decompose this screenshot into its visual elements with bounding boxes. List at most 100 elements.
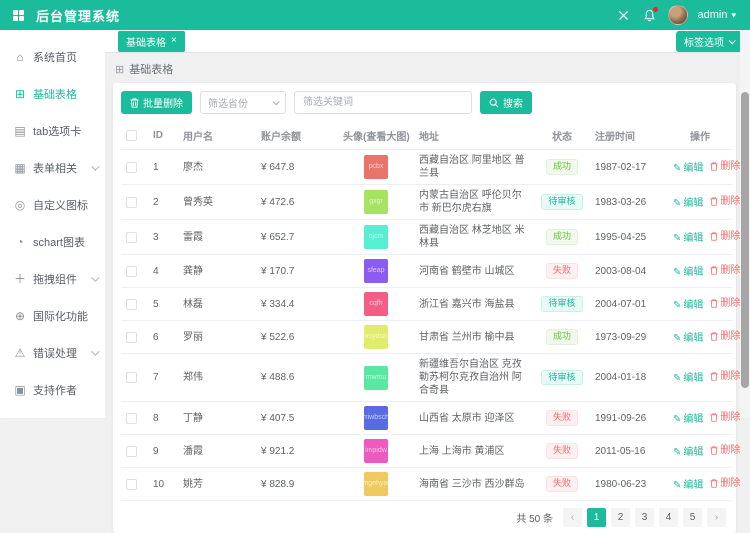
user-avatar[interactable] bbox=[668, 5, 688, 25]
delete-button[interactable]: 删除 bbox=[710, 444, 740, 457]
main-area: 基础表格 × 标签选项 ⊞ 基础表格 批量删除 筛选省份 搜索 bbox=[105, 30, 750, 418]
pencil-icon: ✎ bbox=[673, 372, 681, 385]
row-checkbox[interactable] bbox=[126, 162, 137, 173]
cell-id: 2 bbox=[148, 185, 178, 220]
sidebar-item-error[interactable]: ⚠ 错误处理 bbox=[0, 334, 105, 371]
pencil-icon: ✎ bbox=[673, 162, 681, 175]
cell-balance: ¥ 647.8 bbox=[256, 150, 338, 185]
scrollbar[interactable] bbox=[740, 30, 750, 418]
fullscreen-icon[interactable] bbox=[616, 7, 632, 23]
page-button-2[interactable]: 2 bbox=[611, 508, 630, 527]
user-menu[interactable]: admin ▾ bbox=[698, 9, 737, 21]
row-checkbox[interactable] bbox=[126, 372, 137, 383]
sidebar-item-tabs[interactable]: ▤ tab选项卡 bbox=[0, 112, 105, 149]
delete-button[interactable]: 删除 bbox=[710, 195, 740, 208]
notification-dot bbox=[653, 7, 658, 12]
sidebar-item-drag[interactable]: ＋ 拖拽组件 bbox=[0, 260, 105, 297]
sidebar-item-i18n[interactable]: ⊕ 国际化功能 bbox=[0, 297, 105, 334]
pencil-icon: ✎ bbox=[673, 266, 681, 279]
edit-button[interactable]: ✎编辑 bbox=[673, 372, 703, 385]
keyword-input[interactable] bbox=[294, 91, 472, 114]
sidebar-item-label: 表单相关 bbox=[33, 160, 91, 176]
page-button-1[interactable]: 1 bbox=[587, 508, 606, 527]
sidebar-item-basic-table[interactable]: ⊞ 基础表格 bbox=[0, 75, 105, 112]
sidebar: ⌂ 系统首页 ⊞ 基础表格 ▤ tab选项卡 ▦ 表单相关 ◎ 自定义图标 ◔ … bbox=[0, 30, 105, 418]
cell-address: 浙江省 嘉兴市 海盐县 bbox=[414, 288, 534, 321]
tag-options-button[interactable]: 标签选项 bbox=[676, 31, 742, 52]
sidebar-item-schart[interactable]: ◔ schart图表 bbox=[0, 223, 105, 260]
page-button-3[interactable]: 3 bbox=[635, 508, 654, 527]
sidebar-item-donate[interactable]: ▣ 支持作者 bbox=[0, 371, 105, 408]
edit-button[interactable]: ✎编辑 bbox=[673, 332, 703, 345]
avatar-thumbnail[interactable]: cqfh bbox=[364, 292, 388, 316]
pagination-total: 共 50 条 bbox=[516, 510, 553, 525]
avatar-thumbnail[interactable]: pcbx bbox=[364, 155, 388, 179]
avatar-thumbnail[interactable]: gxgr bbox=[364, 190, 388, 214]
cell-balance: ¥ 488.6 bbox=[256, 354, 338, 402]
cell-register-date: 1983-03-26 bbox=[590, 185, 668, 220]
row-checkbox[interactable] bbox=[126, 299, 137, 310]
delete-button[interactable]: 删除 bbox=[710, 411, 740, 424]
delete-button[interactable]: 删除 bbox=[710, 264, 740, 277]
avatar-thumbnail[interactable]: mgehyar bbox=[364, 472, 388, 496]
scrollbar-thumb[interactable] bbox=[741, 92, 749, 388]
row-checkbox[interactable] bbox=[126, 197, 137, 208]
row-checkbox[interactable] bbox=[126, 232, 137, 243]
avatar-thumbnail[interactable]: mwmu bbox=[364, 366, 388, 390]
sidebar-item-custom-icon[interactable]: ◎ 自定义图标 bbox=[0, 186, 105, 223]
edit-button[interactable]: ✎编辑 bbox=[673, 266, 703, 279]
avatar-thumbnail[interactable]: sfeap bbox=[364, 259, 388, 283]
province-select[interactable]: 筛选省份 bbox=[200, 91, 286, 114]
delete-button[interactable]: 删除 bbox=[710, 230, 740, 243]
row-checkbox[interactable] bbox=[126, 266, 137, 277]
delete-button[interactable]: 删除 bbox=[710, 297, 740, 310]
row-checkbox[interactable] bbox=[126, 413, 137, 424]
edit-button[interactable]: ✎编辑 bbox=[673, 232, 703, 245]
page-button-4[interactable]: 4 bbox=[659, 508, 678, 527]
tabs-icon: ▤ bbox=[13, 124, 27, 138]
batch-delete-button[interactable]: 批量删除 bbox=[121, 91, 192, 114]
prev-page-button[interactable]: ‹ bbox=[563, 508, 582, 527]
page-button-5[interactable]: 5 bbox=[683, 508, 702, 527]
tab-basic-table[interactable]: 基础表格 × bbox=[118, 31, 185, 52]
sidebar-item-form[interactable]: ▦ 表单相关 bbox=[0, 149, 105, 186]
table-row: 7 郑伟 ¥ 488.6 mwmu 新疆维吾尔自治区 克孜勒苏柯尔克孜自治州 阿… bbox=[121, 354, 732, 402]
table-row: 1 廖杰 ¥ 647.8 pcbx 西藏自治区 阿里地区 普兰县 成功 1987… bbox=[121, 150, 732, 185]
menu-grid-icon[interactable] bbox=[13, 10, 24, 21]
avatar-thumbnail[interactable]: njcm bbox=[364, 225, 388, 249]
delete-button[interactable]: 删除 bbox=[710, 330, 740, 343]
avatar-thumbnail[interactable]: xsydsn bbox=[364, 325, 388, 349]
row-checkbox[interactable] bbox=[126, 479, 137, 490]
trash-icon bbox=[130, 98, 139, 108]
i18n-icon: ⊕ bbox=[13, 309, 27, 323]
edit-button[interactable]: ✎编辑 bbox=[673, 479, 703, 492]
delete-button[interactable]: 删除 bbox=[710, 477, 740, 490]
delete-button[interactable]: 删除 bbox=[710, 370, 740, 383]
edit-button[interactable]: ✎编辑 bbox=[673, 299, 703, 312]
avatar-thumbnail[interactable]: rriwbsch bbox=[364, 406, 388, 430]
avatar-thumbnail[interactable]: impidw bbox=[364, 439, 388, 463]
chevron-down-icon: ▾ bbox=[731, 10, 736, 21]
sidebar-item-label: 基础表格 bbox=[33, 86, 97, 102]
row-checkbox[interactable] bbox=[126, 446, 137, 457]
edit-button[interactable]: ✎编辑 bbox=[673, 197, 703, 210]
edit-button[interactable]: ✎编辑 bbox=[673, 446, 703, 459]
select-all-checkbox[interactable] bbox=[126, 130, 137, 141]
delete-label: 删除 bbox=[720, 160, 740, 173]
delete-label: 删除 bbox=[720, 444, 740, 457]
status-badge: 待审核 bbox=[541, 370, 582, 386]
cell-address: 西藏自治区 林芝地区 米林县 bbox=[414, 220, 534, 255]
next-page-button[interactable]: › bbox=[707, 508, 726, 527]
row-checkbox[interactable] bbox=[126, 332, 137, 343]
search-button[interactable]: 搜索 bbox=[480, 91, 532, 114]
edit-label: 编辑 bbox=[683, 479, 703, 492]
edit-button[interactable]: ✎编辑 bbox=[673, 162, 703, 175]
tab-label: 基础表格 bbox=[126, 34, 166, 49]
delete-button[interactable]: 删除 bbox=[710, 160, 740, 173]
close-icon[interactable]: × bbox=[171, 36, 177, 46]
trash-icon bbox=[710, 372, 718, 381]
sidebar-item-home[interactable]: ⌂ 系统首页 bbox=[0, 38, 105, 75]
sidebar-item-label: 系统首页 bbox=[33, 49, 97, 65]
notification-bell-icon[interactable] bbox=[642, 7, 658, 23]
edit-button[interactable]: ✎编辑 bbox=[673, 413, 703, 426]
